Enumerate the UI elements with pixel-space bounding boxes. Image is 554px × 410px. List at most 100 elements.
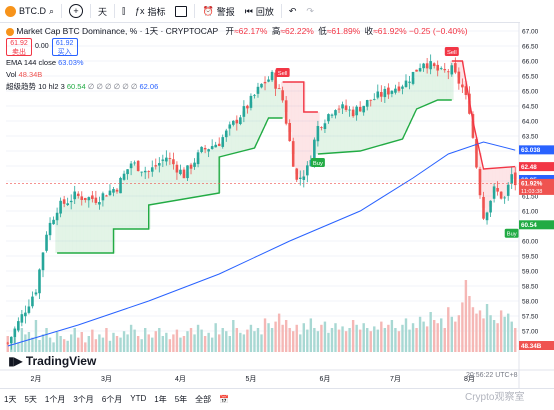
volume-bar bbox=[471, 307, 475, 352]
candle-body bbox=[115, 189, 119, 192]
sell-label: 卖出 bbox=[12, 48, 26, 56]
volume-bar bbox=[373, 326, 376, 352]
bar-style-button[interactable]: ⫿ bbox=[117, 0, 130, 22]
candle-body bbox=[193, 162, 196, 167]
candle-body bbox=[126, 169, 129, 175]
calendar-icon[interactable]: 📅 bbox=[219, 395, 230, 404]
vol-legend[interactable]: Vol 48.34B bbox=[6, 70, 468, 80]
candle-body bbox=[351, 109, 355, 117]
candle-body bbox=[439, 68, 443, 69]
candle-body bbox=[221, 137, 225, 147]
volume-bar bbox=[203, 336, 207, 352]
candle-body bbox=[288, 122, 291, 142]
candle-body bbox=[34, 292, 38, 295]
range-button[interactable]: 5天 bbox=[24, 395, 37, 404]
ema-legend[interactable]: EMA 144 close 63.03% bbox=[6, 58, 468, 68]
buy-sell-panel: 61.92 卖出 0.00 61.92 买入 bbox=[6, 38, 468, 56]
candle-body bbox=[260, 83, 263, 88]
undo-button[interactable]: ↶ bbox=[284, 0, 302, 22]
volume-bar bbox=[447, 307, 450, 352]
symbol-selector[interactable]: BTC.D ⌕ bbox=[0, 0, 59, 22]
candle-body bbox=[422, 63, 425, 69]
volume-bar bbox=[105, 328, 108, 352]
volume-bar bbox=[98, 334, 101, 352]
volume-bar bbox=[330, 328, 334, 352]
candle-body bbox=[309, 160, 313, 167]
candle-body bbox=[207, 149, 210, 152]
range-button[interactable]: 1个月 bbox=[44, 395, 66, 404]
volume-label-text: 48.34B bbox=[521, 343, 542, 350]
low-label: 低 bbox=[318, 26, 327, 36]
replay-button[interactable]: ⏮ 回放 bbox=[240, 0, 279, 22]
price-axis[interactable]: 67.00 66.50 66.00 65.50 65.00 64.50 64.00 63.50… bbox=[518, 22, 554, 388]
volume-bar bbox=[366, 328, 369, 352]
volume-bar bbox=[299, 334, 302, 352]
buy-button[interactable]: 61.92 买入 bbox=[51, 38, 78, 56]
price-tick-label: 57.00 bbox=[522, 329, 539, 336]
candle-body bbox=[112, 189, 115, 193]
volume-bar bbox=[499, 310, 503, 352]
layouts-button[interactable] bbox=[170, 0, 192, 22]
volume-bar bbox=[140, 339, 143, 352]
volume-bar bbox=[246, 329, 249, 352]
volume-bar bbox=[401, 324, 404, 352]
undo-icon: ↶ bbox=[288, 5, 297, 16]
volume-bar bbox=[489, 315, 492, 352]
candle-body bbox=[365, 100, 369, 107]
volume-bar bbox=[510, 321, 513, 352]
volume-bar bbox=[48, 337, 52, 352]
time-tick-label: 2月 bbox=[31, 375, 42, 383]
sell-price: 61.92 bbox=[10, 40, 28, 47]
volume-bar bbox=[242, 334, 246, 352]
layout-grid-icon bbox=[175, 5, 188, 17]
volume-bar bbox=[108, 340, 112, 352]
candle-body bbox=[179, 169, 182, 175]
supertrend-up-line bbox=[57, 117, 283, 254]
sell-button[interactable]: 61.92 卖出 bbox=[6, 38, 32, 56]
volume-bar bbox=[425, 326, 429, 352]
volume-bar bbox=[341, 326, 344, 352]
volume-bar bbox=[464, 280, 468, 352]
candle-body bbox=[249, 95, 253, 108]
candle-body bbox=[348, 109, 351, 111]
price-chart[interactable]: Sell Buy Sell Buy 67.00 66.50 66.00 65.50 65.00… bbox=[0, 22, 554, 388]
redo-button[interactable]: ↷ bbox=[301, 0, 319, 22]
tradingview-logo[interactable]: ▮▶ TradingView bbox=[8, 354, 96, 368]
time-axis[interactable]: 2月 3月 4月 5月 6月 7月 8月 bbox=[0, 369, 554, 383]
candle-body bbox=[196, 152, 200, 165]
candle-body bbox=[210, 146, 214, 149]
range-button[interactable]: 5年 bbox=[174, 395, 188, 404]
candle-body bbox=[91, 195, 94, 199]
candle-body bbox=[485, 212, 489, 221]
range-button[interactable]: 1年 bbox=[154, 395, 167, 404]
interval-button[interactable]: 天 bbox=[93, 0, 112, 22]
volume-bar bbox=[87, 336, 91, 352]
candle-body bbox=[316, 125, 320, 142]
alert-button[interactable]: ⏰ 警报 bbox=[197, 0, 239, 22]
volume-bar bbox=[390, 320, 394, 352]
volume-bar bbox=[327, 332, 330, 352]
volume-bar bbox=[168, 339, 172, 352]
candle-body bbox=[17, 321, 20, 331]
candle-body bbox=[284, 100, 288, 124]
range-button[interactable]: 6个月 bbox=[101, 395, 123, 404]
candle-body bbox=[161, 159, 165, 161]
range-button[interactable]: 1天 bbox=[4, 395, 17, 404]
signal-label: Sell bbox=[278, 71, 288, 77]
volume-bars bbox=[6, 280, 517, 352]
candle-body bbox=[140, 171, 143, 173]
compare-button[interactable]: + bbox=[64, 0, 88, 22]
candle-body bbox=[274, 72, 277, 89]
supertrend-legend[interactable]: 超级趋势 10 hl2 3 60.54 ∅ ∅ ∅ ∅ ∅ ∅ 62.06 bbox=[6, 82, 468, 92]
candle-body bbox=[344, 105, 348, 110]
candle-body bbox=[464, 86, 468, 95]
range-button[interactable]: 3个月 bbox=[73, 395, 94, 404]
candle-body bbox=[186, 165, 189, 179]
indicators-button[interactable]: ƒx 指标 bbox=[130, 0, 171, 22]
range-button[interactable]: 全部 bbox=[195, 395, 212, 404]
buy-price: 61.92 bbox=[55, 40, 74, 47]
range-button[interactable]: YTD bbox=[130, 394, 147, 403]
candle-body bbox=[320, 127, 323, 128]
volume-bar bbox=[186, 331, 189, 352]
time-tick-label: 7月 bbox=[390, 375, 401, 383]
